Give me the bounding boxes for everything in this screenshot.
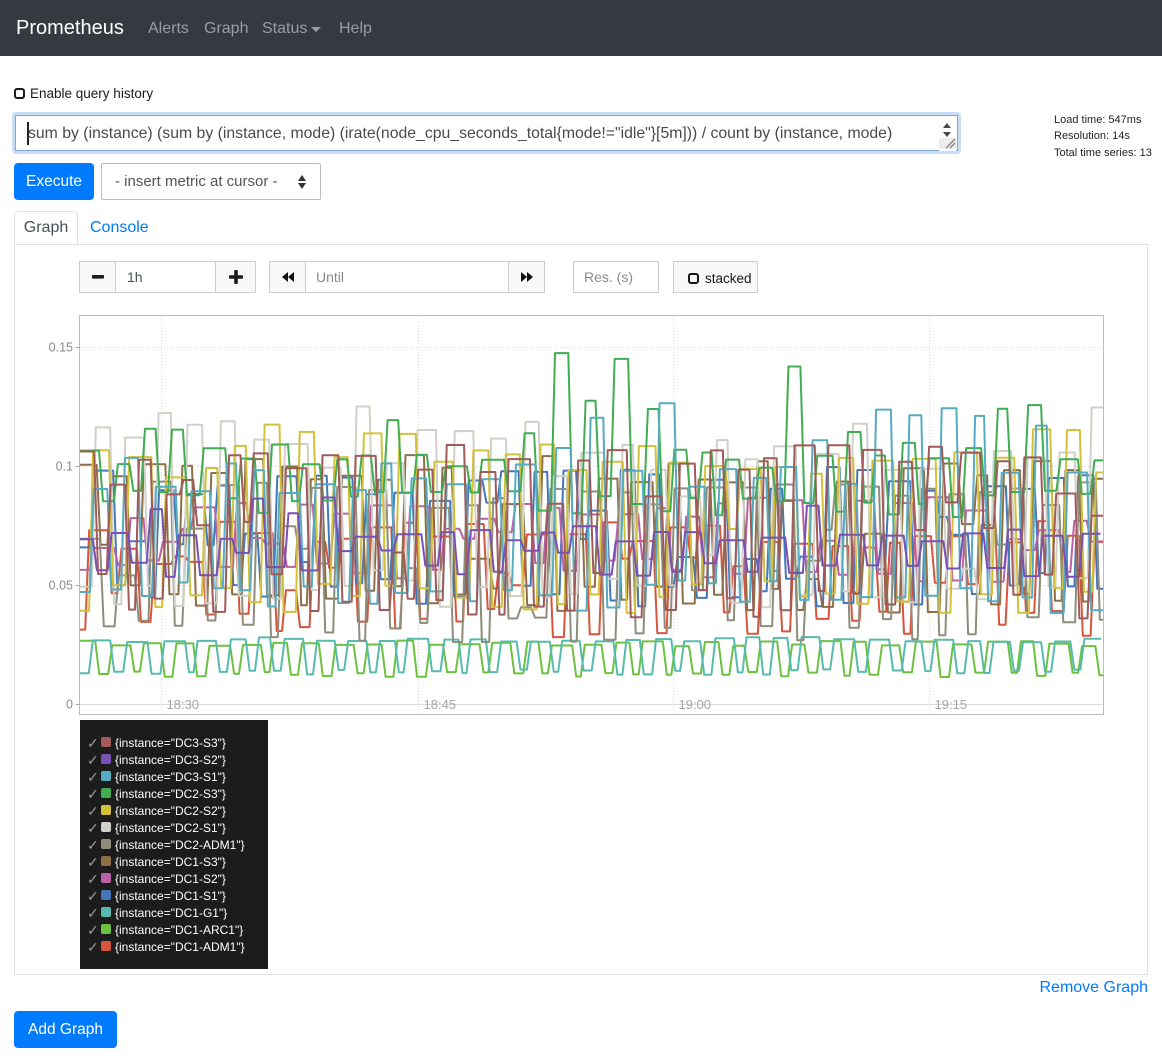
svg-text:18:45: 18:45	[424, 697, 457, 712]
svg-text:0.1: 0.1	[56, 460, 73, 474]
svg-text:0.05: 0.05	[49, 579, 73, 593]
svg-text:0: 0	[66, 698, 73, 712]
svg-text:18:30: 18:30	[167, 697, 200, 712]
svg-text:0.15: 0.15	[49, 341, 73, 355]
svg-text:19:15: 19:15	[935, 697, 968, 712]
svg-text:19:00: 19:00	[679, 697, 712, 712]
